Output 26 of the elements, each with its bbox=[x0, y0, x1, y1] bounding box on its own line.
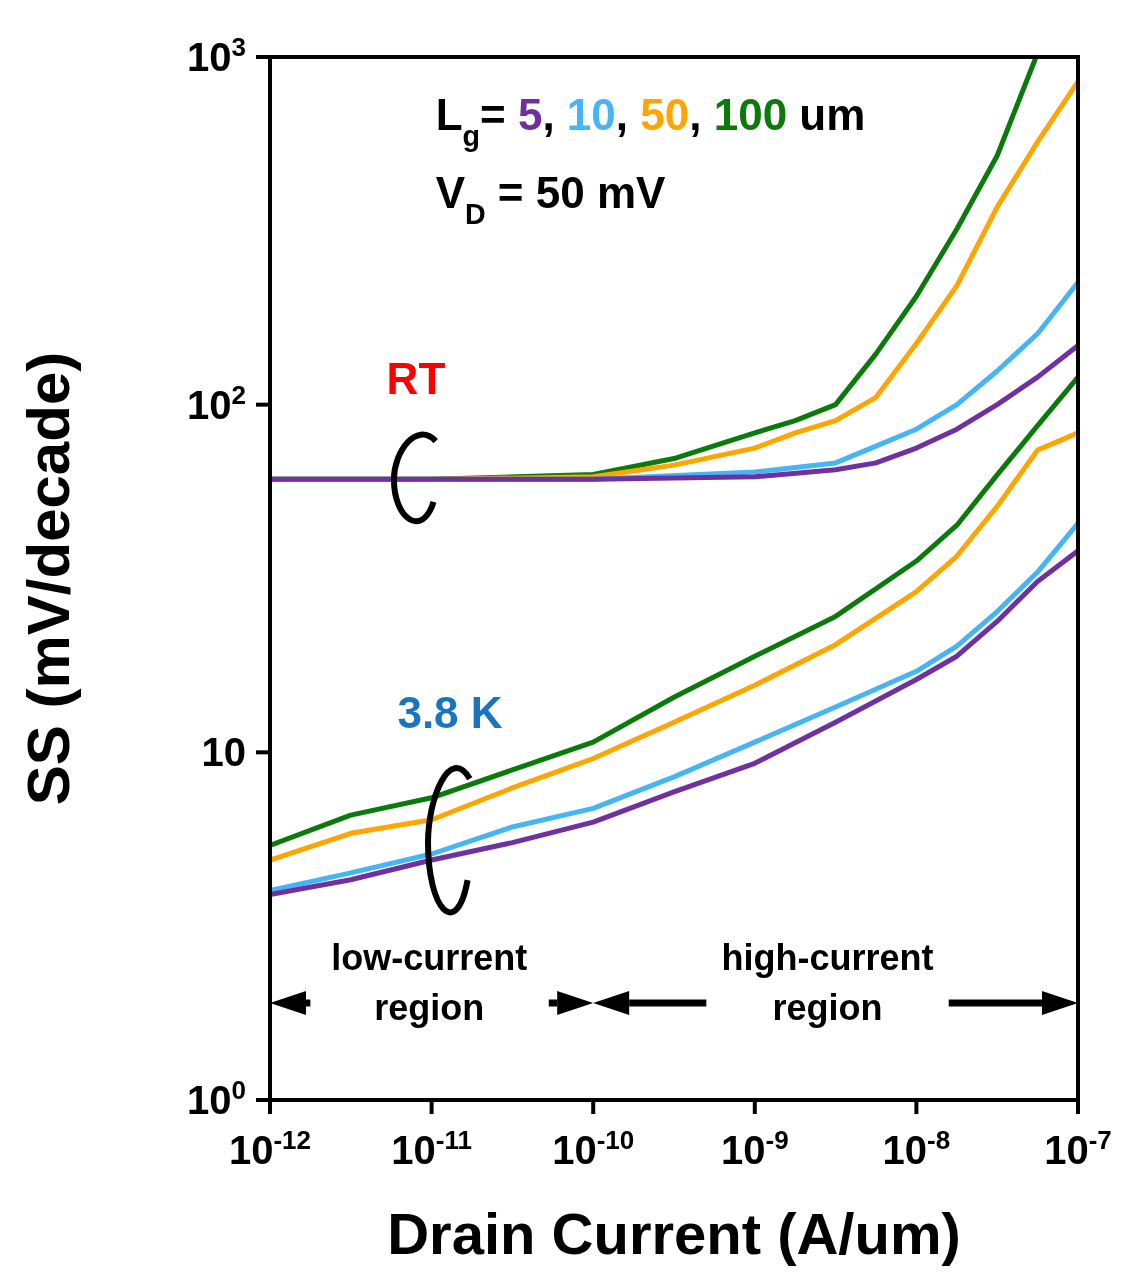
x-tick-label: 10$^{-12}$ bbox=[228, 1125, 312, 1172]
y-tick-label: 10 bbox=[201, 730, 246, 775]
text: 100 bbox=[713, 90, 788, 140]
x-axis-title: Drain Current (A/um) bbox=[387, 1201, 961, 1266]
x-tick-label: 10$^{-9}$ bbox=[720, 1125, 789, 1172]
annotation: RT bbox=[386, 354, 446, 404]
text: , bbox=[615, 90, 629, 140]
annotation: um bbox=[787, 90, 866, 140]
annotation: high-current region bbox=[721, 936, 934, 1028]
y-tick-label: 10$^{0}$ bbox=[187, 1075, 246, 1122]
x-tick-label: 10$^{-7}$ bbox=[1044, 1125, 1112, 1172]
annotation: , bbox=[542, 90, 567, 140]
text: 50 bbox=[640, 90, 690, 140]
y-tick-label: 10$^{2}$ bbox=[187, 379, 246, 427]
annotation: 3.8 K bbox=[397, 687, 503, 737]
text: 10 bbox=[566, 90, 616, 140]
y-tick-label: 10$^{3}$ bbox=[187, 32, 246, 79]
annotation: low-current region bbox=[331, 936, 528, 1028]
legend-title: L$_{g}$= bbox=[435, 90, 506, 153]
x-tick-label: 10$^{-10}$ bbox=[552, 1125, 635, 1172]
text: , bbox=[689, 90, 702, 140]
text: 5 bbox=[505, 90, 543, 140]
x-tick-label: 10$^{-11}$ bbox=[391, 1125, 472, 1172]
annotation: V$_{D}$ = 50 mV bbox=[435, 168, 667, 231]
x-tick-label: 10$^{-8}$ bbox=[882, 1125, 951, 1172]
y-axis-title: SS (mV/decade) bbox=[15, 351, 83, 806]
